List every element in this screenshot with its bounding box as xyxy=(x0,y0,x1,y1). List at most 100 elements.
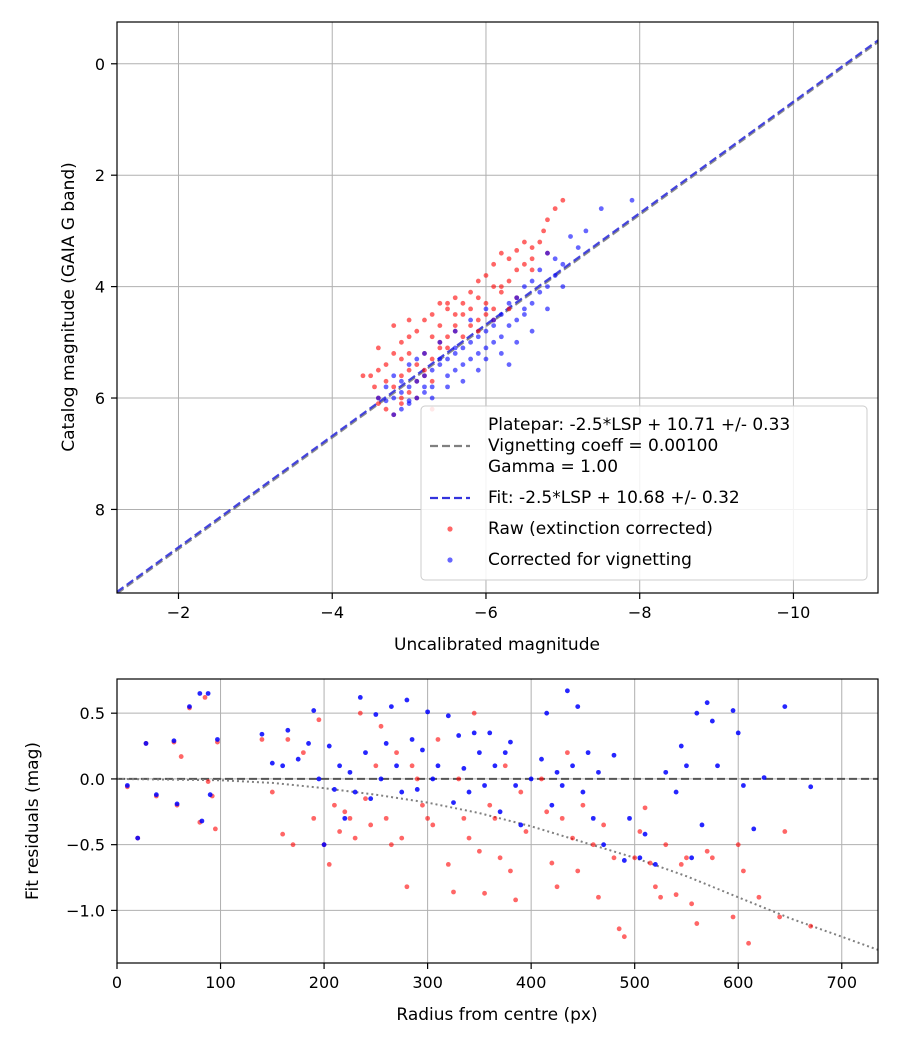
data-point xyxy=(497,809,503,815)
data-point xyxy=(357,695,363,700)
platepar-line xyxy=(117,41,878,593)
data-point xyxy=(808,784,814,790)
data-point xyxy=(601,822,607,828)
data-point xyxy=(373,712,379,717)
data-point xyxy=(311,815,317,821)
data-point xyxy=(529,300,535,306)
data-point xyxy=(437,300,443,306)
data-point xyxy=(445,334,450,340)
data-point xyxy=(491,339,497,345)
bottom-y-tick-label: 0.5 xyxy=(80,704,105,723)
data-point xyxy=(368,796,374,802)
data-point xyxy=(673,892,679,898)
data-point xyxy=(483,300,489,306)
data-point xyxy=(560,261,566,267)
data-point xyxy=(730,914,736,920)
data-point xyxy=(363,750,368,756)
bottom-x-tick-label: 700 xyxy=(826,973,857,992)
data-point xyxy=(280,763,286,769)
data-point xyxy=(549,802,555,808)
data-point xyxy=(491,306,497,312)
data-point xyxy=(399,789,405,795)
data-point xyxy=(429,384,435,390)
data-point xyxy=(506,306,512,312)
bottom-y-tick-label: −1.0 xyxy=(66,901,105,920)
data-point xyxy=(508,868,513,874)
data-point xyxy=(808,923,814,929)
data-point xyxy=(475,317,481,323)
data-point xyxy=(596,769,601,775)
data-point xyxy=(430,776,436,782)
data-point xyxy=(372,384,377,390)
data-point xyxy=(399,339,404,345)
data-point xyxy=(756,894,762,900)
data-point xyxy=(746,940,751,946)
data-point xyxy=(689,901,695,907)
data-point xyxy=(491,317,497,323)
data-point xyxy=(460,334,466,340)
data-point xyxy=(694,710,700,716)
data-point xyxy=(406,351,412,356)
data-point xyxy=(422,373,427,379)
data-point xyxy=(476,750,482,756)
data-point xyxy=(429,312,435,317)
data-point xyxy=(483,356,489,362)
data-point xyxy=(422,390,427,395)
data-point xyxy=(627,815,632,821)
data-point xyxy=(452,328,458,334)
data-point xyxy=(420,747,425,753)
data-point xyxy=(422,351,427,356)
vignetting-trend-curve xyxy=(117,777,878,951)
data-point xyxy=(529,267,535,273)
data-point xyxy=(445,356,450,362)
data-point xyxy=(337,763,343,769)
bottom-y-tick-label: −0.5 xyxy=(66,836,105,855)
data-point xyxy=(506,278,512,284)
data-point xyxy=(420,802,425,808)
data-point xyxy=(491,323,497,329)
data-point xyxy=(498,284,504,290)
data-point xyxy=(741,868,746,874)
data-point xyxy=(541,228,547,234)
data-point xyxy=(580,802,586,808)
data-point xyxy=(570,835,575,841)
top-y-tick-label: 0 xyxy=(95,55,105,74)
data-point xyxy=(391,395,397,401)
data-point xyxy=(452,367,458,373)
bottom-y-axis-label: Fit residuals (mag) xyxy=(23,742,43,900)
top-y-tick-label: 6 xyxy=(95,389,105,408)
data-point xyxy=(491,284,497,290)
legend-label: Vignetting coeff = 0.00100 xyxy=(488,436,718,456)
data-point xyxy=(445,345,450,351)
data-point xyxy=(414,378,420,384)
data-point xyxy=(483,345,489,351)
data-point xyxy=(399,378,404,384)
data-point xyxy=(368,373,374,379)
data-point xyxy=(522,239,527,245)
data-point xyxy=(782,829,788,834)
data-point xyxy=(437,339,443,345)
data-point xyxy=(445,384,450,390)
data-point xyxy=(545,217,550,223)
bottom-x-tick-label: 100 xyxy=(205,973,236,992)
corrected-series xyxy=(375,197,635,418)
data-point xyxy=(429,395,435,401)
data-point xyxy=(135,835,141,841)
data-point xyxy=(621,934,627,940)
data-point xyxy=(468,289,473,295)
data-point xyxy=(658,894,663,900)
data-point xyxy=(399,390,404,395)
legend: Platepar: -2.5*LSP + 10.71 +/- 0.33Vigne… xyxy=(420,405,868,581)
data-point xyxy=(506,300,512,306)
data-point xyxy=(483,273,489,278)
top-y-tick-label: 8 xyxy=(95,500,105,519)
data-point xyxy=(452,351,458,356)
data-point xyxy=(564,688,570,694)
raw-residuals-series xyxy=(124,695,814,946)
data-point xyxy=(373,763,379,769)
data-point xyxy=(663,842,669,848)
data-point xyxy=(559,815,565,821)
data-point xyxy=(363,796,368,802)
data-point xyxy=(684,855,689,861)
bottom-x-tick-label: 600 xyxy=(723,973,754,992)
